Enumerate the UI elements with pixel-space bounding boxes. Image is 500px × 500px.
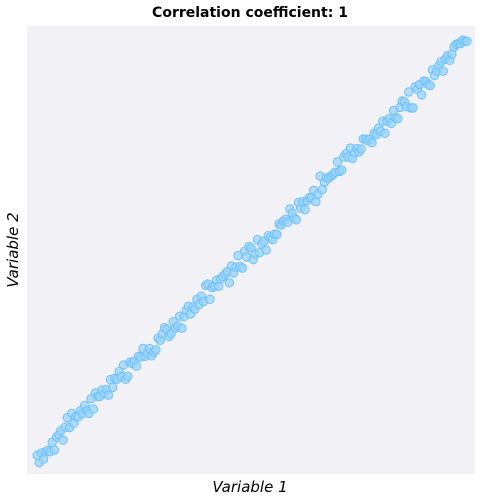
scatter-point [103, 390, 114, 400]
scatter-point [261, 245, 271, 255]
scatter-point [123, 371, 133, 381]
scatter-point [332, 157, 343, 167]
scatter-point [300, 205, 310, 215]
scatter-point [237, 263, 248, 273]
y-axis-label: Variable 2 [4, 212, 22, 288]
scatter-point [88, 404, 99, 414]
scatter-point [272, 229, 282, 240]
scatter-point [408, 103, 418, 113]
scatter-point [151, 345, 161, 355]
scatter-point [337, 165, 347, 175]
scatter-point [367, 138, 377, 148]
scatter-point [177, 323, 187, 333]
scatter-point [49, 445, 60, 455]
scatter-point [425, 80, 435, 91]
scatter-point [438, 66, 448, 76]
chart-title: Correlation coefficient: 1 [152, 5, 348, 21]
scatter-point [58, 435, 68, 445]
scatter-point [403, 87, 414, 97]
x-axis-label: Variable 1 [212, 478, 288, 496]
scatter-point [205, 294, 215, 304]
scatter-point [393, 113, 403, 124]
scatter-points [32, 35, 472, 468]
scatter-point [462, 36, 472, 47]
scatter-point [291, 215, 302, 225]
scatter-point [224, 278, 235, 288]
scatter-point [283, 217, 293, 228]
scatter-point [108, 382, 118, 393]
scatter-point [131, 361, 142, 371]
scatter-point [416, 90, 427, 100]
scatter-point [380, 128, 390, 139]
scatter-point [213, 281, 224, 291]
scatter-point [356, 144, 366, 154]
